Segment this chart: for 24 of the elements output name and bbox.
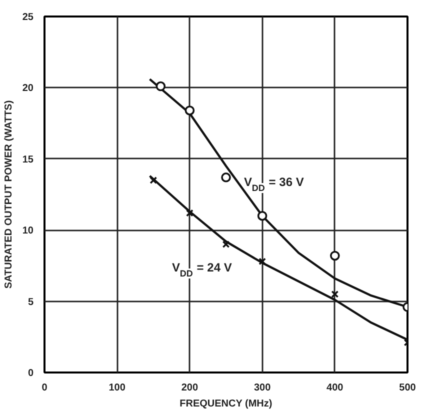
y-tick-label: 0 <box>28 368 34 379</box>
point <box>258 258 266 266</box>
x-tick-label: 0 <box>42 382 48 394</box>
point <box>221 172 231 182</box>
x-tick-label: 400 <box>326 382 344 394</box>
x-tick-label: 500 <box>399 382 416 394</box>
x-tick-label: 300 <box>254 382 272 394</box>
y-tick-label: 5 <box>28 296 34 308</box>
point <box>257 210 268 221</box>
point <box>184 106 195 116</box>
point <box>156 81 166 92</box>
point <box>222 240 230 248</box>
y-tick-label: 25 <box>22 12 34 23</box>
y-tick-label: 15 <box>22 154 34 166</box>
point <box>331 290 339 298</box>
point <box>150 176 158 184</box>
y-tick-label: 20 <box>22 83 34 94</box>
y-tick-label: 10 <box>22 226 34 237</box>
point <box>330 250 340 261</box>
x-tick-label: 200 <box>181 382 198 394</box>
y-axis-title: SATURATED OUTPUT POWER (WATTS) <box>3 100 14 289</box>
x-axis-title: FREQUENCY (MHz) <box>180 398 272 410</box>
point <box>186 209 194 217</box>
x-tick-label: 100 <box>108 382 126 394</box>
